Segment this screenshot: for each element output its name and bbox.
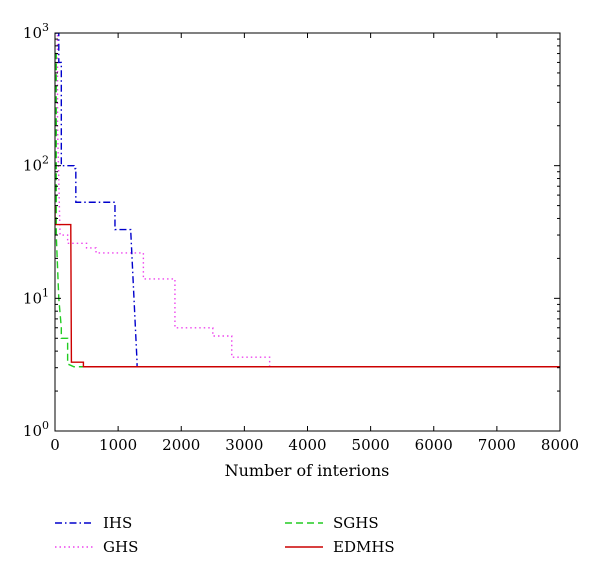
x-tick-label: 6000: [415, 436, 453, 454]
x-tick-label: 7000: [478, 436, 516, 454]
series-line-ihs: [55, 33, 560, 368]
y-tick-exponent: 3: [42, 21, 49, 34]
plot-frame: [54, 32, 561, 432]
legend-label-edmhs: EDMHS: [333, 538, 395, 556]
x-tick-label: 0: [50, 436, 60, 454]
x-axis-title: Number of interions: [225, 461, 390, 480]
y-tick-base: 10: [23, 422, 42, 440]
legend-label-sghs: SGHS: [333, 514, 379, 532]
series-line-ghs: [55, 33, 560, 368]
legend: IHS GHS SGHS EDMHS: [55, 514, 395, 556]
y-tick-exponent: 0: [42, 419, 49, 432]
y-tick-label: 101: [23, 286, 49, 307]
y-tick-label: 103: [23, 21, 49, 42]
x-axis-ticks: 0 1000 2000 3000 4000 5000 6000 7000 8000: [50, 33, 579, 454]
y-tick-label: 102: [23, 154, 49, 175]
legend-label-ihs: IHS: [103, 514, 132, 532]
series-line-sghs: [55, 52, 560, 368]
x-tick-label: 3000: [225, 436, 263, 454]
y-tick-exponent: 2: [42, 154, 49, 167]
x-tick-label: 2000: [162, 436, 200, 454]
y-tick-base: 10: [23, 289, 42, 307]
x-tick-label: 8000: [541, 436, 579, 454]
x-tick-label: 1000: [99, 436, 137, 454]
y-tick-base: 10: [23, 157, 42, 175]
plot-series: [55, 33, 560, 368]
legend-label-ghs: GHS: [103, 538, 138, 556]
x-tick-label: 5000: [352, 436, 390, 454]
y-tick-exponent: 1: [42, 286, 49, 299]
y-tick-base: 10: [23, 24, 42, 42]
y-tick-label: 100: [23, 419, 49, 440]
series-line-edmhs: [55, 205, 560, 368]
x-tick-label: 4000: [288, 436, 326, 454]
